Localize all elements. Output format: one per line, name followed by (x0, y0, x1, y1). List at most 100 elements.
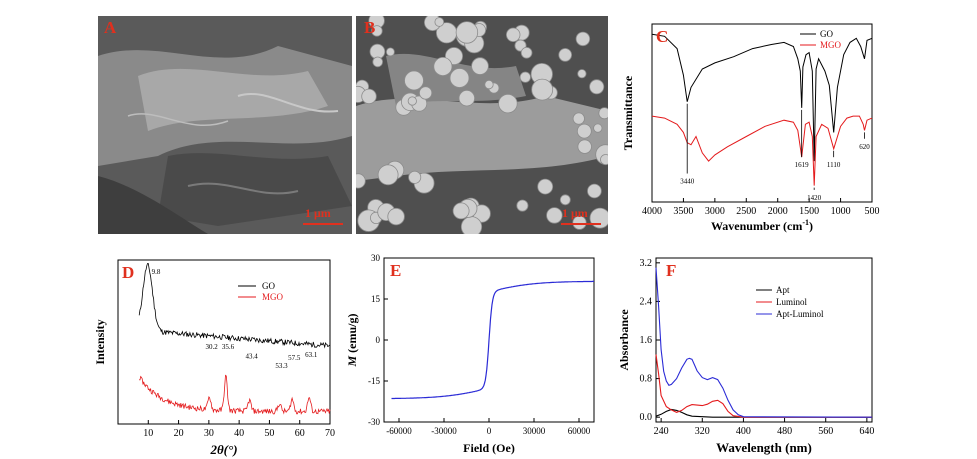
chart-f-uvvis: 240 320 400 480 560 640 0.0 0.8 1.6 2.4 3.2 Wavelen… (617, 257, 874, 455)
particle (458, 89, 476, 107)
sem-texture-a (98, 16, 352, 234)
particle (519, 71, 531, 83)
series-line-go (651, 33, 873, 162)
particle (434, 17, 445, 27)
particle (589, 207, 608, 229)
x-tick-label: 640 (859, 426, 874, 437)
legend-label: MGO (820, 40, 842, 50)
particle (589, 79, 605, 95)
y-axis-label: M (emu/g) (346, 314, 359, 368)
particle (484, 80, 494, 90)
y-tick-label: -30 (368, 417, 380, 427)
series-line (655, 267, 873, 418)
particle (572, 215, 587, 230)
sem-image-b: B 1 μm (356, 16, 608, 234)
x-axis-label: Field (Oe) (463, 441, 515, 455)
particle (520, 46, 533, 59)
x-tick-label: 3500 (673, 206, 693, 217)
annotation-label: 30.2 (205, 343, 218, 351)
x-tick-label: 4000 (642, 206, 662, 217)
particle (471, 57, 489, 75)
x-axis-label: Wavenumber (cm-1) (711, 218, 813, 233)
x-tick-label: 400 (736, 426, 751, 437)
x-tick-label: 20 (174, 428, 184, 439)
x-tick-label: 240 (654, 426, 669, 437)
y-tick-label: 15 (371, 294, 381, 304)
annotation-label: 43.4 (245, 352, 258, 360)
y-axis-label: Intensity (93, 319, 107, 364)
particle (531, 78, 554, 101)
scale-bar-b (561, 223, 601, 225)
y-tick-label: 0.0 (640, 412, 653, 423)
particle (498, 93, 518, 114)
plot-frame (651, 23, 873, 203)
sem-texture-b (356, 16, 608, 234)
particle (558, 48, 573, 62)
scale-bar-label-b: 1 μm (562, 206, 588, 220)
particle (404, 70, 424, 91)
x-tick-label: 30000 (523, 426, 546, 436)
annotation-label: 1420 (807, 194, 822, 202)
x-tick-label: 70 (325, 428, 335, 439)
x-tick-label: 30 (204, 428, 214, 439)
x-tick-label: -30000 (431, 426, 457, 436)
legend-label: Luminol (776, 297, 807, 307)
annotation-label: 53.3 (275, 362, 288, 370)
x-tick-label: 0 (487, 426, 492, 436)
x-tick-label: 2500 (736, 206, 756, 217)
particle (505, 27, 521, 42)
particle (516, 199, 529, 212)
x-tick-label: 480 (777, 426, 792, 437)
x-tick-label: -60000 (386, 426, 412, 436)
particle (361, 88, 377, 105)
legend-label: GO (820, 29, 833, 39)
particle (576, 123, 592, 139)
particle (455, 21, 479, 44)
series-line (655, 354, 872, 418)
particle (577, 69, 587, 79)
x-tick-label: 60000 (568, 426, 591, 436)
legend-label: MGO (262, 292, 284, 302)
panel-label: D (122, 263, 134, 282)
annotation-label: 1619 (795, 161, 810, 169)
chart-c-ftir: 4000 3500 3000 2500 2000 1500 1000 500 Wavenumbe… (621, 23, 880, 233)
annotation-label: 3440 (680, 178, 695, 186)
x-tick-label: 1000 (831, 206, 851, 217)
particle (587, 183, 602, 199)
chart-d-xrd: 10 20 30 40 50 60 70 2θ(°) Intensity 9.8 30.2 35.6 4… (93, 259, 335, 457)
legend-label: Apt-Luminol (776, 309, 824, 319)
particle (546, 207, 563, 224)
particle (372, 56, 384, 68)
x-tick-label: 500 (865, 206, 880, 217)
chart-e-magnetization: -60000 -30000 0 30000 60000 -30 -15 0 15 30 Field … (346, 253, 595, 455)
particle (449, 68, 470, 88)
x-tick-label: 10 (143, 428, 153, 439)
panel-label: C (656, 27, 668, 46)
annotation-label: 63.1 (305, 351, 318, 359)
particle (356, 173, 366, 189)
series-line-mgo (139, 374, 331, 415)
particle (572, 112, 585, 125)
particle (418, 86, 433, 100)
y-axis-label: Absorbance (617, 309, 631, 371)
y-tick-label: 0.8 (640, 374, 653, 385)
particle (452, 202, 470, 220)
y-tick-label: 1.6 (640, 335, 653, 346)
particle (371, 25, 383, 37)
annotation-label: 9.8 (152, 268, 161, 276)
legend-label: Apt (776, 285, 790, 295)
particle (559, 194, 571, 206)
x-tick-label: 2000 (768, 206, 788, 217)
x-tick-label: 560 (818, 426, 833, 437)
series-line (655, 408, 872, 418)
particle (408, 170, 422, 184)
x-tick-label: 1500 (799, 206, 819, 217)
plot-frame (117, 259, 331, 425)
particle (433, 57, 453, 77)
particle (537, 178, 554, 195)
particle (598, 107, 608, 120)
x-tick-label: 3000 (705, 206, 725, 217)
panel-label: F (666, 261, 676, 280)
annotation-label: 1110 (827, 161, 841, 169)
y-tick-label: 30 (371, 253, 381, 263)
